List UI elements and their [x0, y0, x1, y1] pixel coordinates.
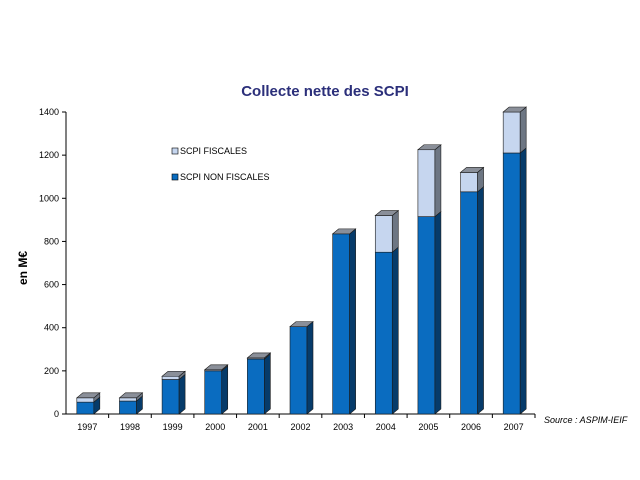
bar-segment	[332, 233, 350, 415]
x-tick-label: 2007	[504, 422, 524, 432]
bar-side	[264, 353, 271, 415]
bar-segment	[417, 216, 436, 415]
bar-side	[477, 186, 484, 415]
x-tick-label: 2003	[333, 422, 353, 432]
bar-top	[246, 352, 272, 359]
x-tick-label: 1999	[163, 422, 183, 432]
bar-segment	[374, 251, 393, 415]
y-tick-label: 200	[44, 366, 59, 376]
bar-segment	[76, 397, 95, 403]
bar-side	[349, 228, 356, 415]
bar-segment	[119, 400, 137, 415]
bar-top	[502, 106, 528, 113]
bar-segment	[374, 215, 393, 253]
x-tick-label: 2005	[418, 422, 438, 432]
bar-segment	[119, 397, 137, 402]
legend-swatch	[171, 147, 179, 155]
bar-segment	[161, 375, 180, 380]
y-tick-label: 400	[44, 323, 59, 333]
bar-segment	[460, 191, 478, 415]
bar-segment	[161, 379, 180, 415]
bar-segment	[76, 401, 95, 415]
legend-label: SCPI FISCALES	[180, 146, 247, 156]
axes-layer: 0 200 400 600 800 1000 1200 1400 1997 1998 1999 200…	[39, 107, 536, 432]
bar-side	[519, 106, 527, 154]
y-tick-label: 1400	[39, 107, 59, 117]
bar-top	[289, 321, 314, 327]
bar-top	[118, 392, 144, 399]
bar-top	[75, 392, 101, 399]
x-tick-label: 1997	[77, 422, 97, 432]
bar-top	[459, 167, 485, 173]
legend-label: SCPI NON FISCALES	[180, 172, 270, 182]
bar-segment	[502, 111, 521, 154]
x-tick-label: 2000	[205, 422, 225, 432]
y-tick-label: 800	[44, 236, 59, 246]
bar-top	[374, 210, 400, 216]
legend-swatch	[171, 173, 179, 181]
y-tick-label: 0	[54, 409, 59, 419]
bar-top	[161, 370, 186, 377]
bar-segment	[204, 370, 223, 415]
y-axis-label: en M€	[16, 251, 30, 285]
bar-side	[221, 365, 229, 415]
x-tick-label: 2004	[376, 422, 396, 432]
chart-title: Collecte nette des SCPI	[241, 83, 409, 100]
bar-segment	[289, 326, 308, 415]
y-tick-label: 1000	[39, 193, 59, 203]
bar-top	[203, 364, 229, 371]
bar-side	[391, 246, 399, 415]
legend: SCPI FISCALES SCPI NON FISCALES	[171, 146, 270, 182]
bar-segment	[247, 358, 265, 415]
y-tick-label: 600	[44, 280, 59, 290]
bar-segment	[417, 149, 436, 217]
bar-segment	[502, 152, 521, 415]
bar-segment	[460, 172, 478, 193]
bar-side	[306, 320, 314, 415]
x-tick-label: 2001	[248, 422, 268, 432]
bars-layer	[75, 106, 528, 415]
y-tick-label: 1200	[39, 150, 59, 160]
source-note: Source : ASPIM-IEIF	[544, 415, 628, 425]
x-tick-label: 2006	[461, 422, 481, 432]
bar-side	[178, 373, 186, 415]
x-tick-label: 1998	[120, 422, 140, 432]
x-tick-label: 2002	[290, 422, 310, 432]
bar-side	[434, 144, 442, 218]
bar-side	[519, 147, 527, 415]
bar-side	[434, 210, 442, 415]
bar-top	[331, 228, 357, 235]
bar-side	[391, 209, 399, 253]
bar-top	[417, 144, 442, 151]
